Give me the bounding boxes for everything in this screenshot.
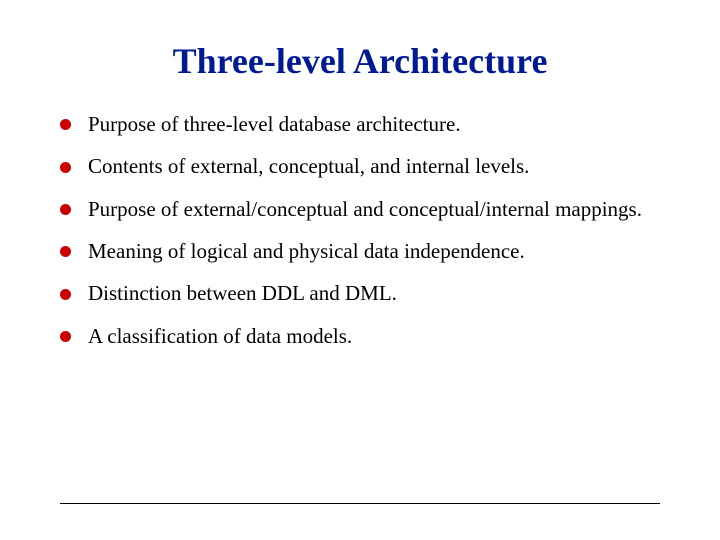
bullet-list: Purpose of three-level database architec… xyxy=(60,110,660,350)
list-item: Purpose of external/conceptual and conce… xyxy=(60,195,660,223)
bullet-icon xyxy=(60,162,71,173)
bullet-text: A classification of data models. xyxy=(88,324,352,348)
slide-container: Three-level Architecture Purpose of thre… xyxy=(0,0,720,540)
list-item: Contents of external, conceptual, and in… xyxy=(60,152,660,180)
bullet-text: Contents of external, conceptual, and in… xyxy=(88,154,529,178)
bullet-icon xyxy=(60,331,71,342)
list-item: Distinction between DDL and DML. xyxy=(60,279,660,307)
list-item: Meaning of logical and physical data ind… xyxy=(60,237,660,265)
bullet-text: Distinction between DDL and DML. xyxy=(88,281,397,305)
list-item: Purpose of three-level database architec… xyxy=(60,110,660,138)
bullet-icon xyxy=(60,204,71,215)
bullet-icon xyxy=(60,246,71,257)
bullet-icon xyxy=(60,119,71,130)
slide-title: Three-level Architecture xyxy=(60,40,660,82)
bullet-icon xyxy=(60,289,71,300)
bullet-text: Purpose of three-level database architec… xyxy=(88,112,461,136)
bullet-text: Purpose of external/conceptual and conce… xyxy=(88,197,642,221)
footer-divider xyxy=(60,503,660,504)
bullet-text: Meaning of logical and physical data ind… xyxy=(88,239,525,263)
list-item: A classification of data models. xyxy=(60,322,660,350)
